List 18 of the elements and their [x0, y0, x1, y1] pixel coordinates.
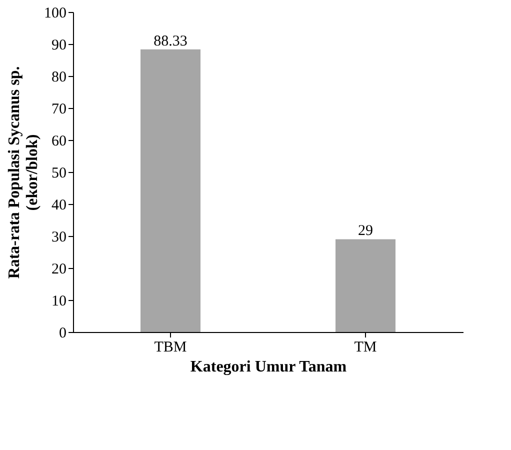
data-label: 88.33: [154, 33, 188, 50]
y-tick-label: 100: [44, 6, 66, 22]
data-label: 29: [358, 223, 373, 240]
y-tick-label: 10: [52, 294, 66, 310]
x-tick-label: TBM: [154, 340, 187, 356]
y-tick-label: 40: [52, 198, 66, 214]
text: Rata-rata Populasi Sycanus sp.: [6, 66, 23, 279]
y-tick-label: 80: [52, 70, 66, 86]
x-tick-label: TM: [354, 340, 377, 356]
y-tick-label: 50: [52, 166, 66, 182]
text: (ekor/blok): [24, 134, 41, 211]
y-tick-label: 30: [52, 230, 66, 246]
y-tick-label: 60: [52, 134, 66, 150]
y-tick-label: 90: [52, 38, 66, 54]
x-axis-title: Kategori Umur Tanam: [190, 358, 348, 376]
y-tick-label: 0: [59, 326, 66, 342]
y-tick-label: 20: [52, 262, 66, 278]
y-tick-label: 70: [52, 102, 66, 118]
